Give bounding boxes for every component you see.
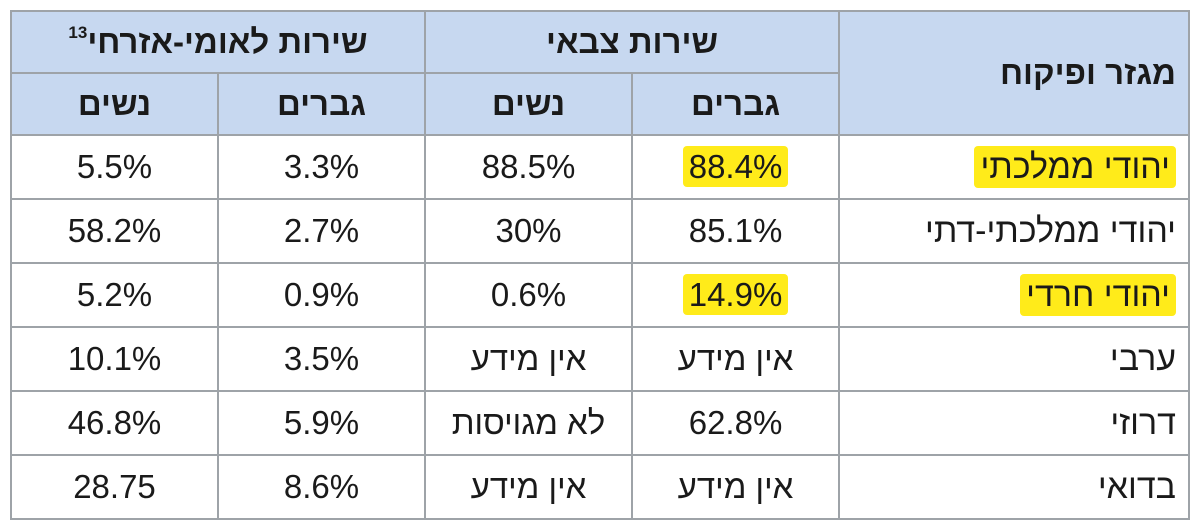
- sector-label: ערבי: [1109, 339, 1177, 378]
- table-row: יהודי ממלכתי-דתי 85.1% 30% 2.7% 58.2%: [10, 198, 1191, 264]
- national-women-value: 10.1%: [67, 340, 162, 377]
- military-men-header: גברים: [631, 72, 841, 136]
- sector-cell: יהודי ממלכתי: [838, 134, 1191, 200]
- national-women-cell: 5.5%: [10, 134, 219, 200]
- service-rates-table-container: מגזר ופיקוח שירות צבאי שירות לאומי-אזרחי…: [10, 10, 1191, 520]
- military-men-cell: 62.8%: [631, 390, 841, 456]
- military-men-value: 88.4%: [682, 146, 789, 187]
- table-row: דרוזי 62.8% לא מגויסות 5.9% 46.8%: [10, 390, 1191, 456]
- military-women-value: אין מידע: [470, 468, 587, 505]
- national-women-header: נשים: [10, 72, 219, 136]
- sector-header: מגזר ופיקוח: [838, 10, 1191, 136]
- national-men-value: 3.3%: [283, 148, 360, 185]
- military-service-header: שירות צבאי: [423, 10, 841, 74]
- military-men-label: גברים: [691, 85, 781, 122]
- service-rates-table: מגזר ופיקוח שירות צבאי שירות לאומי-אזרחי…: [10, 10, 1191, 520]
- military-women-cell: 88.5%: [423, 134, 634, 200]
- military-men-value: 14.9%: [682, 274, 789, 315]
- sector-label: יהודי חרדי: [1020, 273, 1177, 316]
- national-service-label: שירות לאומי-אזרחי: [87, 23, 368, 60]
- table-row: ערבי אין מידע אין מידע 3.5% 10.1%: [10, 326, 1191, 392]
- military-women-value: 88.5%: [481, 148, 576, 185]
- national-women-value: 28.75: [73, 468, 156, 505]
- military-women-cell: אין מידע: [423, 454, 634, 520]
- national-men-cell: 0.9%: [217, 262, 426, 328]
- national-women-value: 46.8%: [67, 404, 162, 441]
- national-men-cell: 5.9%: [217, 390, 426, 456]
- footnote-marker: 13: [68, 23, 88, 42]
- table-row: בדואי אין מידע אין מידע 8.6% 28.75: [10, 454, 1191, 520]
- military-women-cell: אין מידע: [423, 326, 634, 392]
- national-women-cell: 10.1%: [10, 326, 219, 392]
- national-men-label: גברים: [276, 85, 366, 122]
- sector-cell: יהודי חרדי: [838, 262, 1191, 328]
- military-service-label: שירות צבאי: [545, 23, 719, 60]
- national-men-cell: 2.7%: [217, 198, 426, 264]
- sector-cell: יהודי ממלכתי-דתי: [838, 198, 1191, 264]
- military-men-value: 62.8%: [688, 404, 783, 441]
- military-men-cell: 88.4%: [631, 134, 841, 200]
- military-women-header: נשים: [423, 72, 634, 136]
- sector-cell: ערבי: [838, 326, 1191, 392]
- military-men-value: אין מידע: [677, 468, 794, 505]
- table-row: יהודי חרדי 14.9% 0.6% 0.9% 5.2%: [10, 262, 1191, 328]
- military-women-cell: 30%: [423, 198, 634, 264]
- sector-label: יהודי ממלכתי: [974, 145, 1177, 188]
- national-men-value: 8.6%: [283, 468, 360, 505]
- national-men-cell: 3.3%: [217, 134, 426, 200]
- military-men-value: אין מידע: [677, 340, 794, 377]
- military-men-cell: אין מידע: [631, 454, 841, 520]
- military-women-label: נשים: [491, 85, 566, 122]
- military-women-cell: 0.6%: [423, 262, 634, 328]
- national-men-value: 0.9%: [283, 276, 360, 313]
- sector-cell: דרוזי: [838, 390, 1191, 456]
- national-men-value: 3.5%: [283, 340, 360, 377]
- national-women-value: 5.5%: [76, 148, 153, 185]
- military-men-cell: 85.1%: [631, 198, 841, 264]
- table-body: יהודי ממלכתי 88.4% 88.5% 3.3% 5.5% יהודי ממלכ…: [10, 134, 1191, 520]
- national-men-value: 2.7%: [283, 212, 360, 249]
- national-women-label: נשים: [77, 85, 152, 122]
- national-men-value: 5.9%: [283, 404, 360, 441]
- sector-label: בדואי: [1097, 467, 1177, 506]
- military-men-cell: אין מידע: [631, 326, 841, 392]
- military-men-value: 85.1%: [688, 212, 783, 249]
- national-women-cell: 58.2%: [10, 198, 219, 264]
- military-women-value: 0.6%: [490, 276, 567, 313]
- military-women-value: אין מידע: [470, 340, 587, 377]
- sector-cell: בדואי: [838, 454, 1191, 520]
- national-women-cell: 5.2%: [10, 262, 219, 328]
- national-men-cell: 3.5%: [217, 326, 426, 392]
- military-women-cell: לא מגויסות: [423, 390, 634, 456]
- military-women-value: 30%: [495, 212, 562, 249]
- sector-label: יהודי ממלכתי-דתי: [925, 211, 1177, 250]
- national-women-value: 5.2%: [76, 276, 153, 313]
- military-men-cell: 14.9%: [631, 262, 841, 328]
- national-men-header: גברים: [217, 72, 426, 136]
- military-women-value: לא מגויסות: [451, 404, 606, 441]
- header-row-genders: גברים נשים גברים נשים: [10, 72, 1189, 136]
- table-row: יהודי ממלכתי 88.4% 88.5% 3.3% 5.5%: [10, 134, 1191, 200]
- sector-header-label: מגזר ופיקוח: [999, 54, 1177, 91]
- national-women-cell: 28.75: [10, 454, 219, 520]
- national-women-value: 58.2%: [67, 212, 162, 249]
- national-service-header: שירות לאומי-אזרחי13: [10, 10, 426, 74]
- sector-label: דרוזי: [1110, 403, 1177, 442]
- header-row-groups: מגזר ופיקוח שירות צבאי שירות לאומי-אזרחי…: [10, 10, 1191, 136]
- national-women-cell: 46.8%: [10, 390, 219, 456]
- national-men-cell: 8.6%: [217, 454, 426, 520]
